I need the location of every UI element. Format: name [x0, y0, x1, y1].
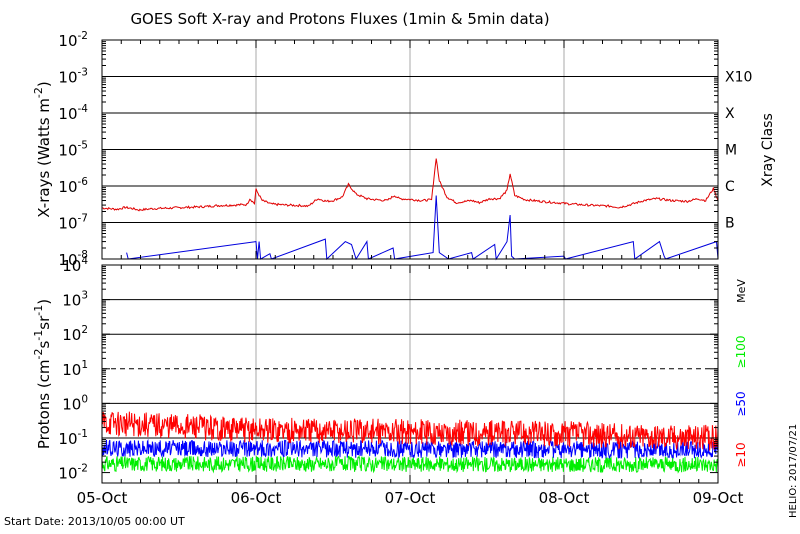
y-axis-label-part: X-rays (Watts m — [35, 98, 53, 218]
y-tick-label-exponent: -6 — [78, 176, 89, 188]
y-tick-label-exponent: 2 — [81, 324, 88, 336]
xray-panel: 10-810-710-610-510-410-310-2X-rays (Watt… — [32, 30, 776, 269]
y-tick-label-exponent: -1 — [78, 428, 88, 440]
x-tick-label: 05-Oct — [77, 489, 128, 507]
y-tick-label-mantissa: 10 — [58, 215, 77, 233]
y-axis-label: Protons (cm-2s-1sr-1) — [32, 299, 53, 449]
y-axis-label-part: sr — [35, 315, 53, 330]
y-tick-label-exponent: -4 — [78, 103, 89, 115]
y-tick-label-mantissa: 10 — [58, 142, 77, 160]
y-tick-label: 100 — [62, 393, 88, 413]
y-tick-label: 10-4 — [58, 103, 88, 123]
xray-class-axis-label: Xray Class — [760, 113, 776, 187]
y-tick-label-mantissa: 10 — [62, 292, 81, 310]
x-tick-label: 07-Oct — [385, 489, 436, 507]
y-tick-label-mantissa: 10 — [62, 395, 81, 413]
y-axis-label-part: -1 — [32, 330, 45, 341]
y-tick-label: 10-1 — [58, 428, 88, 448]
y-tick-label-mantissa: 10 — [58, 178, 77, 196]
series-line-0 — [101, 158, 719, 212]
x-tick-label: 09-Oct — [693, 489, 744, 507]
y-tick-label-exponent: -2 — [78, 30, 88, 42]
y-axis-label-part: ) — [35, 299, 53, 305]
proton-legend-1: ≥50 — [734, 391, 748, 416]
x-tick-label: 06-Oct — [231, 489, 282, 507]
y-tick-label: 10-5 — [58, 140, 88, 160]
y-tick-label-mantissa: 10 — [58, 105, 77, 123]
y-tick-label: 10-3 — [58, 67, 88, 87]
y-tick-label: 10-2 — [58, 463, 88, 483]
y-tick-label-exponent: -3 — [78, 67, 88, 79]
y-tick-label-exponent: 0 — [81, 393, 88, 405]
y-tick-label: 102 — [62, 324, 88, 344]
y-axis-label-part: -1 — [32, 305, 45, 316]
y-tick-label-mantissa: 10 — [62, 257, 81, 275]
y-tick-label-mantissa: 10 — [58, 430, 77, 448]
helio-date-label: HELIO: 2017/07/21 — [788, 424, 799, 518]
y-tick-label-exponent: 4 — [81, 255, 88, 267]
y-tick-label: 10-2 — [58, 30, 88, 50]
y-tick-label-mantissa: 10 — [58, 69, 77, 87]
y-tick-label-exponent: 1 — [81, 359, 88, 371]
y-tick-label: 103 — [62, 290, 88, 310]
y-axis-label-part: -2 — [32, 87, 45, 98]
xray-class-label-x10: X10 — [725, 70, 752, 86]
y-tick-label: 10-8 — [58, 249, 88, 269]
y-tick-label-exponent: -7 — [78, 213, 88, 225]
y-tick-label-mantissa: 10 — [62, 361, 81, 379]
xray-class-label-m: M — [725, 143, 737, 159]
y-tick-label: 104 — [62, 255, 88, 275]
x-tick-label: 08-Oct — [539, 489, 590, 507]
y-axis-label-part: s — [35, 340, 53, 348]
y-axis-label-part: -2 — [32, 348, 45, 359]
chart-title: GOES Soft X-ray and Protons Fluxes (1min… — [130, 10, 549, 28]
y-tick-label: 10-6 — [58, 176, 88, 196]
series-line-1 — [126, 195, 719, 261]
proton-unit-label: MeV — [735, 279, 748, 303]
proton-legend-2: ≥10 — [734, 442, 748, 467]
xray-class-label-c: C — [725, 179, 735, 195]
series-line-1 — [101, 438, 719, 460]
y-tick-label: 10-7 — [58, 213, 88, 233]
y-tick-label-mantissa: 10 — [58, 32, 77, 50]
y-axis-label: X-rays (Watts m-2) — [32, 81, 53, 217]
series-line-2 — [101, 411, 719, 451]
y-tick-label-mantissa: 10 — [58, 251, 77, 269]
y-tick-label-mantissa: 10 — [62, 326, 81, 344]
y-tick-label: 101 — [62, 359, 88, 379]
y-tick-label-exponent: -2 — [78, 463, 88, 475]
series-line-0 — [101, 454, 719, 474]
xray-class-label-b: B — [725, 216, 735, 232]
y-tick-label-mantissa: 10 — [58, 465, 77, 483]
y-tick-label-exponent: 3 — [81, 290, 88, 302]
y-tick-label-exponent: -8 — [78, 249, 88, 261]
y-axis-label-part: ) — [35, 81, 53, 87]
start-date-label: Start Date: 2013/10/05 00:00 UT — [4, 515, 185, 528]
y-axis-label-part: Protons (cm — [35, 359, 53, 449]
proton-legend-0: ≥100 — [734, 336, 748, 369]
xray-class-label-x: X — [725, 106, 735, 122]
y-tick-label-exponent: -5 — [78, 140, 88, 152]
